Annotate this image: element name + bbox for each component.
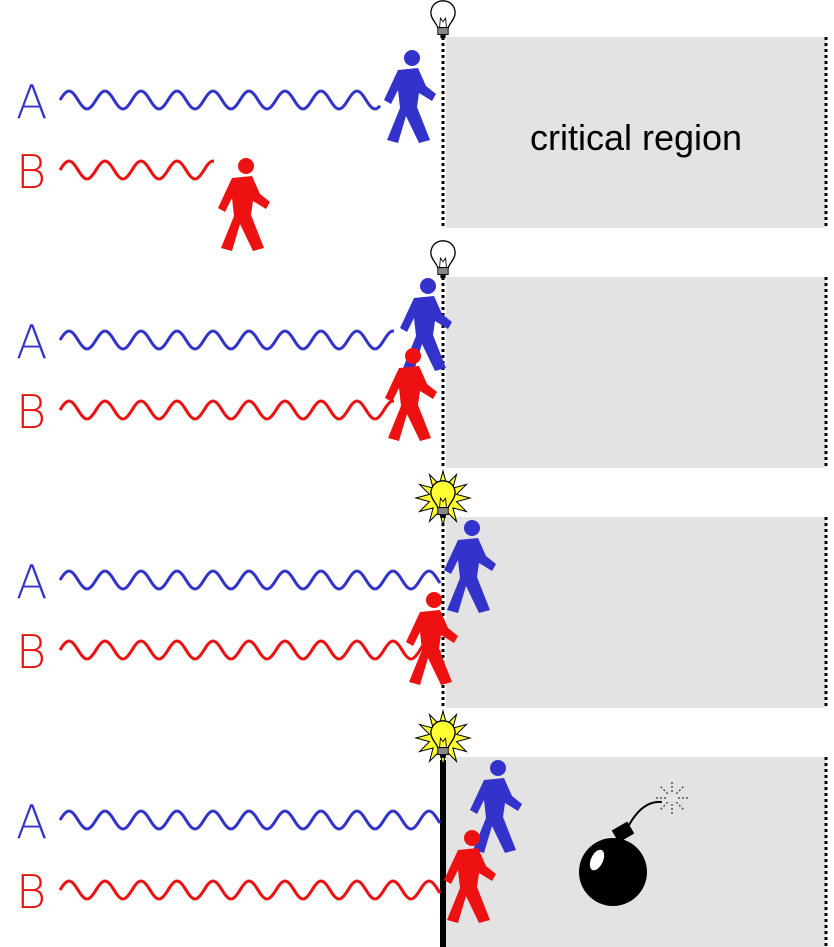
critical-region-box: [446, 517, 826, 708]
thread-wave-b: [60, 641, 440, 659]
thread-wave-a: [60, 811, 440, 829]
thread-label: B: [16, 145, 46, 199]
thread-a-walker: [384, 50, 436, 143]
thread-label: B: [16, 625, 46, 679]
diagram: ABcritical regionABABAB: [0, 0, 834, 947]
thread-wave-a: [60, 331, 394, 349]
region-label: critical region: [530, 117, 742, 158]
page: ABcritical regionABABAB (() => { const d…: [0, 0, 834, 947]
light-bulb: [431, 1, 455, 38]
panel: AB: [16, 711, 826, 947]
bomb-body: [579, 838, 647, 906]
thread-wave-b: [60, 881, 440, 899]
thread-label: A: [16, 315, 47, 369]
thread-label: A: [16, 795, 47, 849]
thread-b-walker: [218, 158, 270, 251]
thread-label: B: [16, 385, 46, 439]
thread-wave-a: [60, 91, 380, 109]
thread-label: A: [16, 75, 47, 129]
thread-label: B: [16, 865, 46, 919]
thread-wave-b: [60, 161, 214, 179]
panel: AB: [16, 241, 826, 468]
thread-b-walker: [385, 348, 437, 441]
panel: AB: [16, 471, 826, 708]
thread-label: A: [16, 555, 47, 609]
thread-wave-b: [60, 401, 394, 419]
thread-wave-a: [60, 571, 440, 589]
light-bulb: [431, 241, 455, 278]
critical-region-box: [446, 277, 826, 468]
